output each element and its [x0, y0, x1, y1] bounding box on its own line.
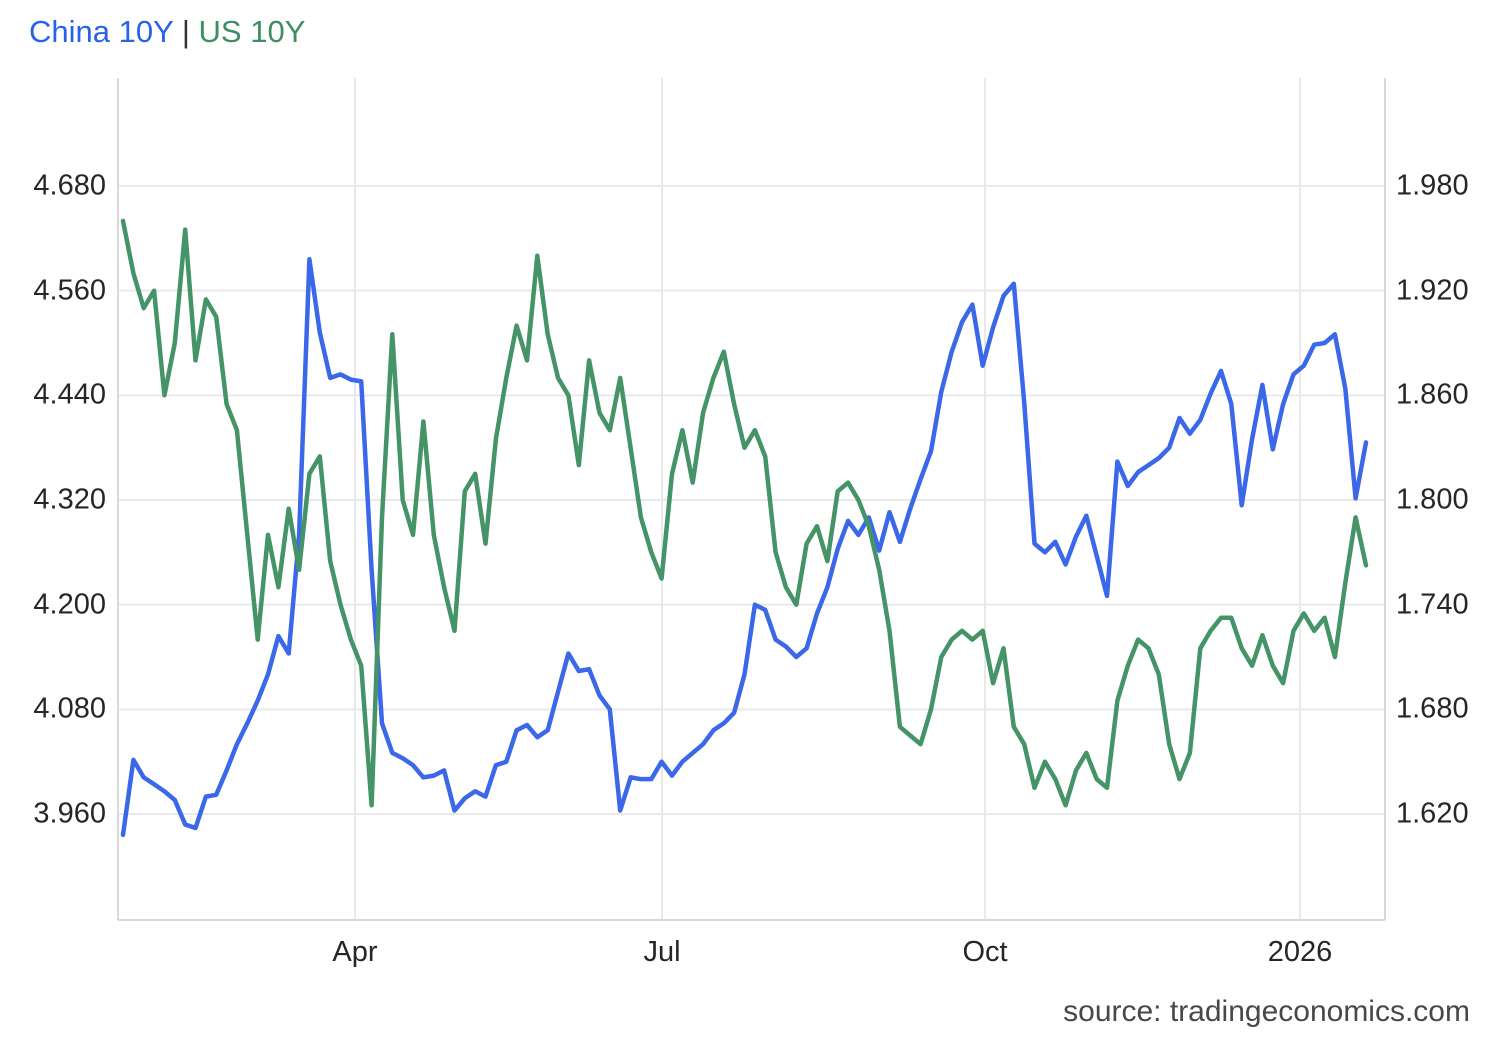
y-tick-left: 4.080 [33, 692, 106, 725]
y-tick-right: 1.920 [1396, 274, 1469, 307]
y-tick-right: 1.980 [1396, 169, 1469, 202]
x-tick: Apr [332, 936, 378, 968]
legend-separator-bar: | [181, 14, 190, 49]
y-tick-right: 1.680 [1396, 692, 1469, 725]
x-tick: 2026 [1267, 936, 1333, 968]
y-tick-left: 4.560 [33, 274, 106, 307]
y-tick-right: 1.800 [1396, 483, 1469, 516]
y-tick-right: 1.740 [1396, 588, 1469, 621]
x-tick: Jul [643, 936, 681, 968]
y-tick-left: 4.320 [33, 483, 106, 516]
chart-legend: China 10Y | US 10Y [29, 14, 305, 50]
y-tick-right: 1.620 [1396, 797, 1469, 830]
legend-us-10y[interactable]: US 10Y [198, 14, 306, 49]
y-tick-left: 3.960 [33, 797, 106, 830]
y-tick-left: 4.680 [33, 169, 106, 202]
source-attribution: source: tradingeconomics.com [1063, 995, 1470, 1028]
china-10y-line [120, 257, 1369, 838]
y-tick-left: 4.440 [33, 378, 106, 411]
us-10y-line [120, 218, 1369, 808]
y-tick-left: 4.200 [33, 588, 106, 621]
legend-china-10y[interactable]: China 10Y [29, 14, 174, 49]
y-tick-right: 1.860 [1396, 378, 1469, 411]
x-tick: Oct [962, 936, 1008, 968]
